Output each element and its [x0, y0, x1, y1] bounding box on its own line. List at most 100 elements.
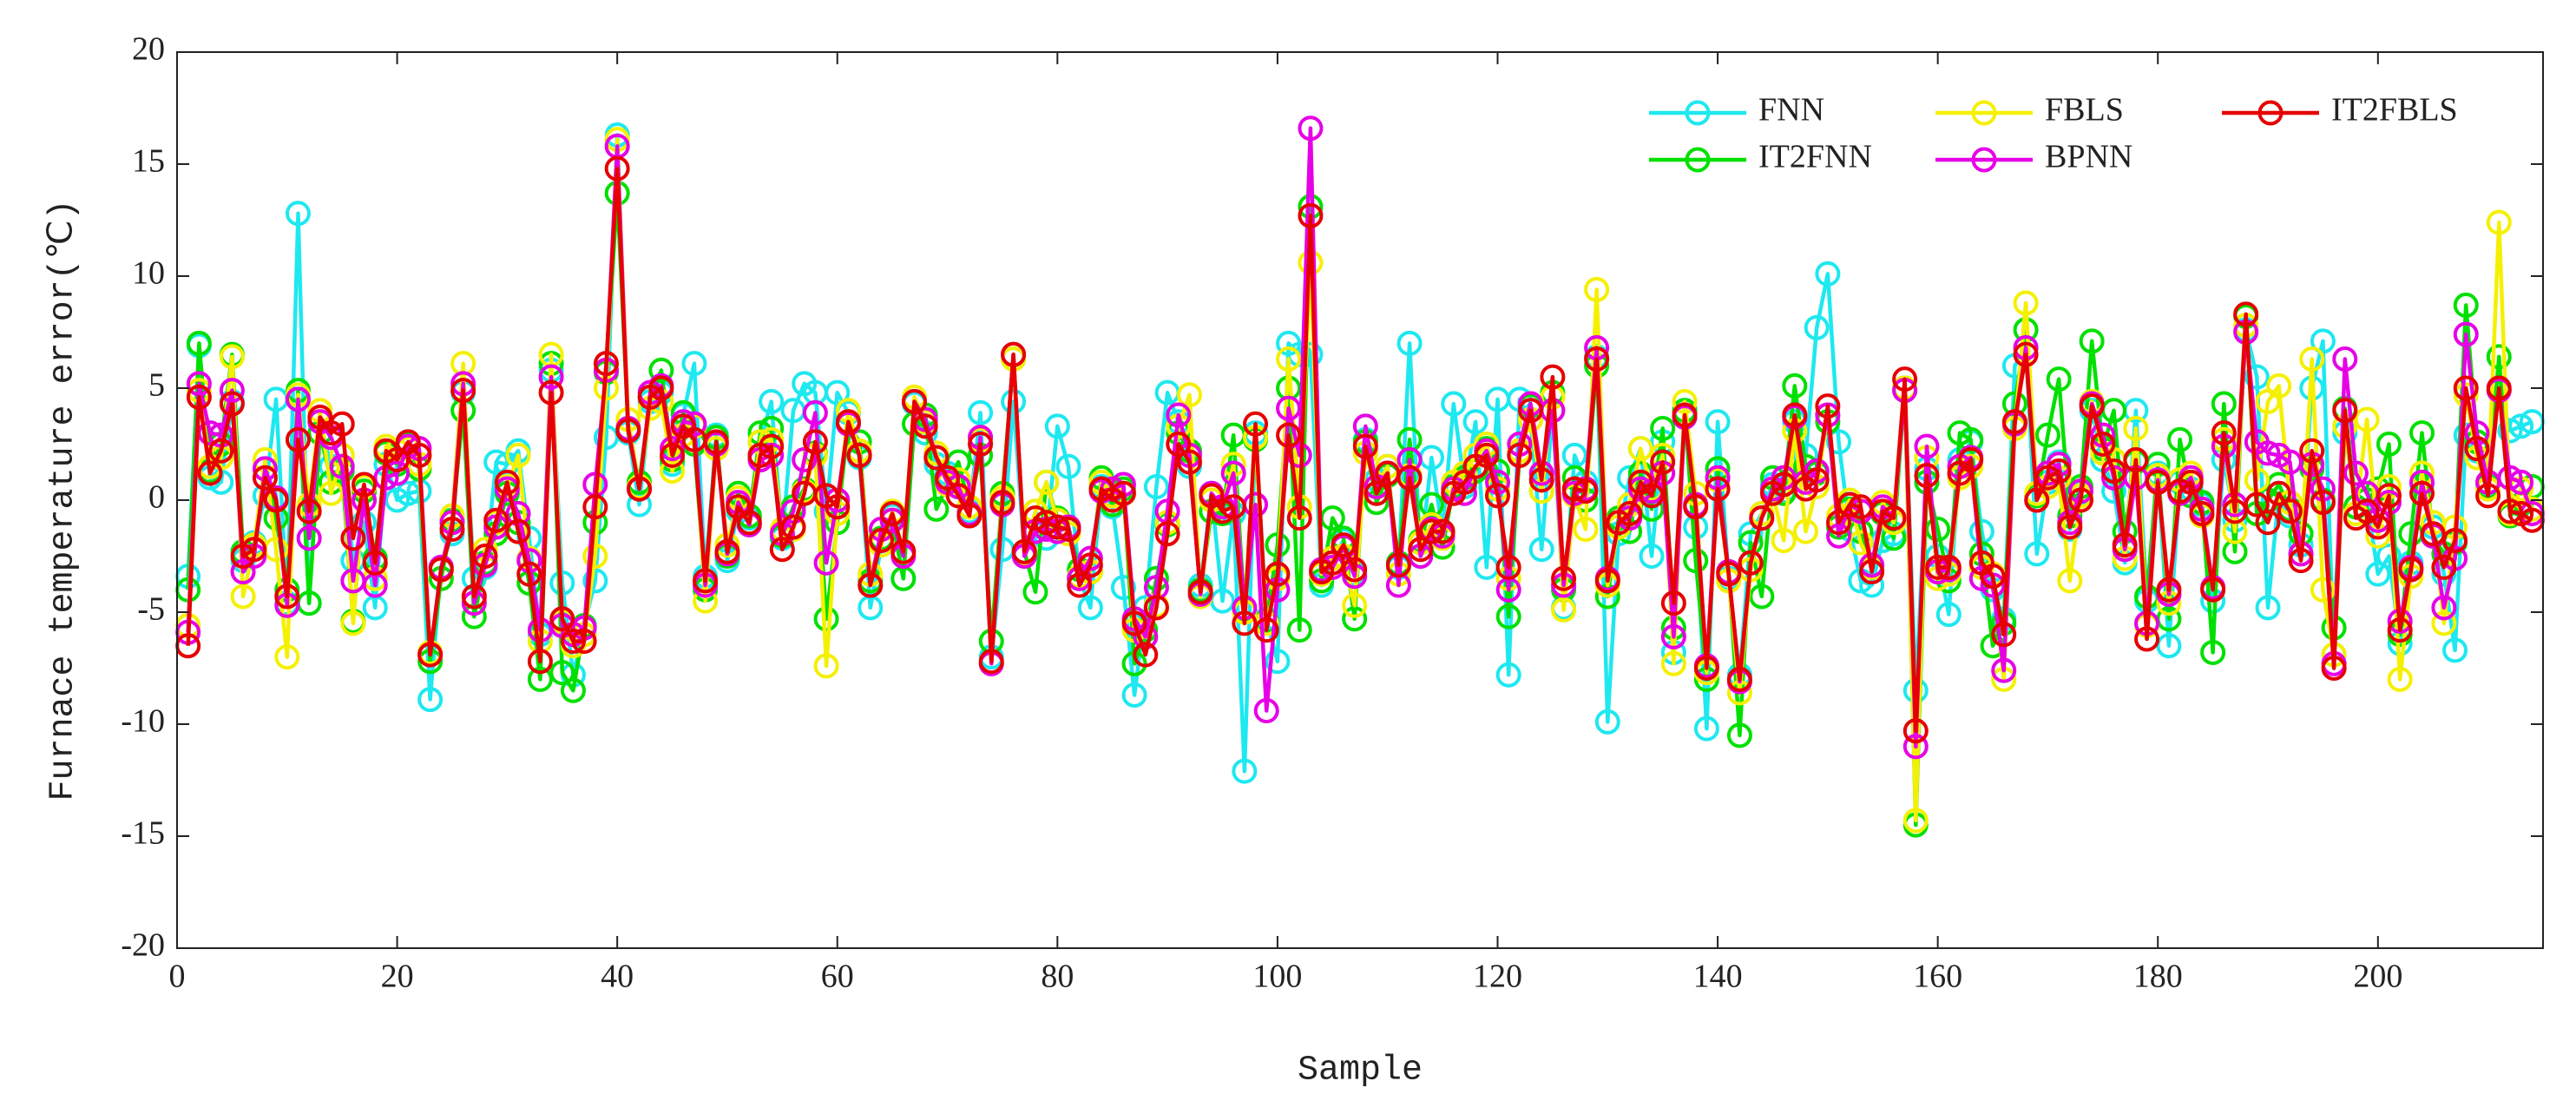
point-marker [1991, 622, 2017, 648]
point-marker [1243, 411, 1269, 437]
point-marker [2200, 639, 2226, 665]
point-marker [2376, 544, 2402, 569]
point-marker [1693, 715, 1719, 742]
point-marker [296, 525, 322, 551]
point-marker [825, 379, 851, 405]
point-marker [1914, 463, 1940, 489]
point-marker [1166, 402, 1192, 428]
point-marker [1683, 494, 1709, 520]
point-marker [2046, 366, 2072, 392]
point-marker [2145, 469, 2171, 495]
point-marker [1639, 483, 1665, 509]
point-marker [2112, 532, 2138, 558]
point-marker [1143, 595, 1169, 621]
point-marker [2409, 420, 2435, 446]
point-marker [1782, 372, 1808, 399]
x-tick-label: 180 [2133, 959, 2183, 995]
point-marker [1804, 314, 1830, 340]
point-marker [1584, 346, 1610, 372]
point-marker [1573, 478, 1599, 504]
point-marker [1220, 460, 1246, 486]
point-marker [1859, 559, 1885, 585]
point-marker [1749, 583, 1775, 610]
point-marker [1738, 550, 1764, 576]
point-marker [2167, 426, 2193, 452]
legend-marker [2257, 100, 2284, 126]
point-marker [1044, 413, 1070, 439]
point-marker [2310, 577, 2336, 603]
point-marker [1495, 662, 1521, 688]
x-tick-label: 60 [821, 959, 854, 995]
point-marker [439, 517, 465, 543]
point-marker [505, 518, 531, 544]
point-marker [1352, 433, 1378, 459]
point-marker [1055, 517, 1081, 543]
y-axis-label: Furnace temperature error(℃) [44, 199, 83, 801]
point-marker [1782, 402, 1808, 428]
point-marker [1881, 505, 1907, 531]
point-marker [2013, 290, 2039, 316]
point-marker [263, 487, 289, 513]
point-marker [1726, 722, 1752, 748]
point-marker [1716, 561, 1742, 587]
point-marker [2376, 432, 2402, 457]
point-marker [1286, 617, 1312, 643]
point-marker [329, 411, 355, 437]
point-marker [538, 364, 564, 390]
point-marker [1077, 595, 1103, 621]
x-tick-label: 40 [601, 959, 634, 995]
point-marker [1429, 518, 1456, 544]
legend-label: FBLS [2045, 92, 2124, 129]
point-marker [352, 471, 378, 498]
point-marker [1034, 510, 1060, 536]
point-marker [1187, 579, 1213, 605]
x-tick-label: 140 [1693, 959, 1743, 995]
point-marker [2354, 406, 2380, 432]
point-marker [362, 550, 388, 576]
point-marker [604, 155, 630, 181]
point-marker [2486, 209, 2512, 235]
point-marker [648, 357, 674, 383]
point-marker [1551, 597, 1577, 623]
point-marker [703, 429, 729, 455]
point-marker [1495, 603, 1521, 630]
point-marker [1935, 554, 1962, 580]
point-marker [1342, 592, 1368, 618]
y-tick-label: -15 [121, 815, 165, 852]
point-marker [2365, 514, 2391, 540]
legend-label: BPNN [2045, 139, 2132, 175]
point-marker [2486, 375, 2512, 401]
point-marker [1518, 398, 1544, 424]
point-marker [868, 527, 894, 553]
point-marker [1771, 527, 1797, 553]
point-marker [319, 480, 345, 506]
point-marker [714, 538, 740, 564]
point-marker [186, 330, 212, 356]
point-marker [2453, 293, 2479, 319]
point-marker [219, 378, 245, 404]
point-marker [1342, 557, 1368, 583]
series-line [186, 166, 2533, 733]
point-marker [1044, 514, 1070, 540]
point-marker [1815, 393, 1841, 419]
point-marker [858, 572, 884, 598]
point-marker [582, 544, 608, 569]
point-marker [1022, 579, 1048, 605]
point-marker [1342, 606, 1368, 632]
point-marker [2266, 480, 2292, 506]
point-marker [1639, 544, 1665, 569]
point-marker [2079, 393, 2105, 419]
point-marker [1110, 575, 1136, 601]
point-marker [1176, 382, 1202, 408]
point-marker [2387, 666, 2413, 692]
point-marker [527, 666, 553, 692]
point-marker [527, 649, 553, 675]
point-marker [1672, 402, 1698, 428]
legend-label: IT2FBLS [2331, 92, 2458, 129]
legend: FNN IT2FNN FBLS BPNN IT2FBLS [1649, 92, 2458, 175]
point-marker [1441, 391, 1467, 417]
point-marker [340, 610, 366, 636]
point-marker [901, 388, 927, 414]
point-marker [1396, 447, 1423, 473]
